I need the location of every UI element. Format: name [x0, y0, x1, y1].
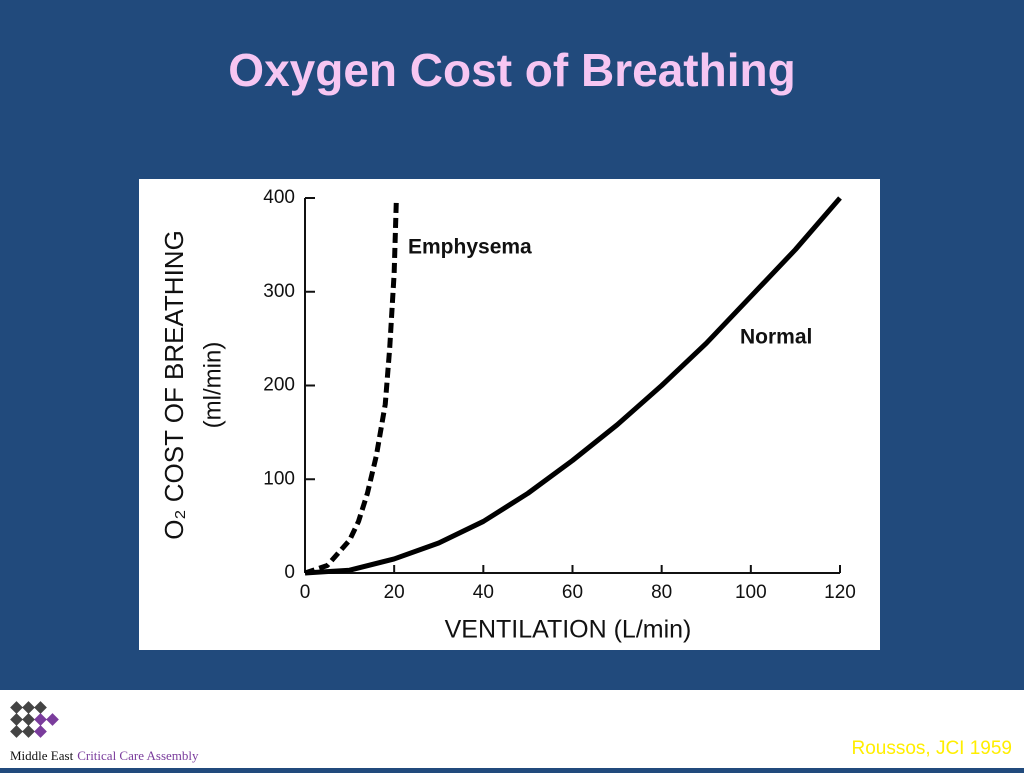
- y-tick-label: 100: [263, 468, 295, 489]
- x-tick-label: 0: [300, 582, 311, 603]
- y-tick-label: 0: [284, 562, 295, 583]
- y-axis-unit: (ml/min): [199, 342, 226, 429]
- org-prefix: Middle East: [10, 748, 74, 763]
- x-tick-label: 120: [824, 582, 856, 603]
- y-axis-label: O₂ COST OF BREATHING: [159, 230, 189, 540]
- x-tick-label: 20: [384, 582, 405, 603]
- x-axis-label: VENTILATION (L/min): [445, 616, 692, 644]
- series-line: [304, 197, 399, 576]
- series-label: Emphysema: [408, 236, 532, 259]
- citation: Roussos, JCI 1959: [851, 738, 1012, 759]
- y-tick-label: 400: [263, 187, 295, 208]
- x-tick-label: 100: [735, 582, 767, 603]
- org-name: Critical Care Assembly: [77, 748, 199, 763]
- plot: 0 100 200 300 400 0 20 40 60 80 100 120 Emphysema Nor…: [263, 187, 856, 603]
- footer-bar: [0, 690, 1024, 768]
- y-tick-label: 200: [263, 375, 295, 396]
- chart-panel: [139, 179, 880, 650]
- series-line: [304, 196, 842, 576]
- x-tick-label: 80: [651, 582, 672, 603]
- organization: Middle East Critical Care Assembly: [10, 748, 199, 763]
- slide-title: Oxygen Cost of Breathing: [228, 44, 795, 96]
- x-tick-label: 40: [473, 582, 494, 603]
- y-tick-label: 300: [263, 281, 295, 302]
- x-tick-label: 60: [562, 582, 583, 603]
- series-label: Normal: [740, 326, 812, 349]
